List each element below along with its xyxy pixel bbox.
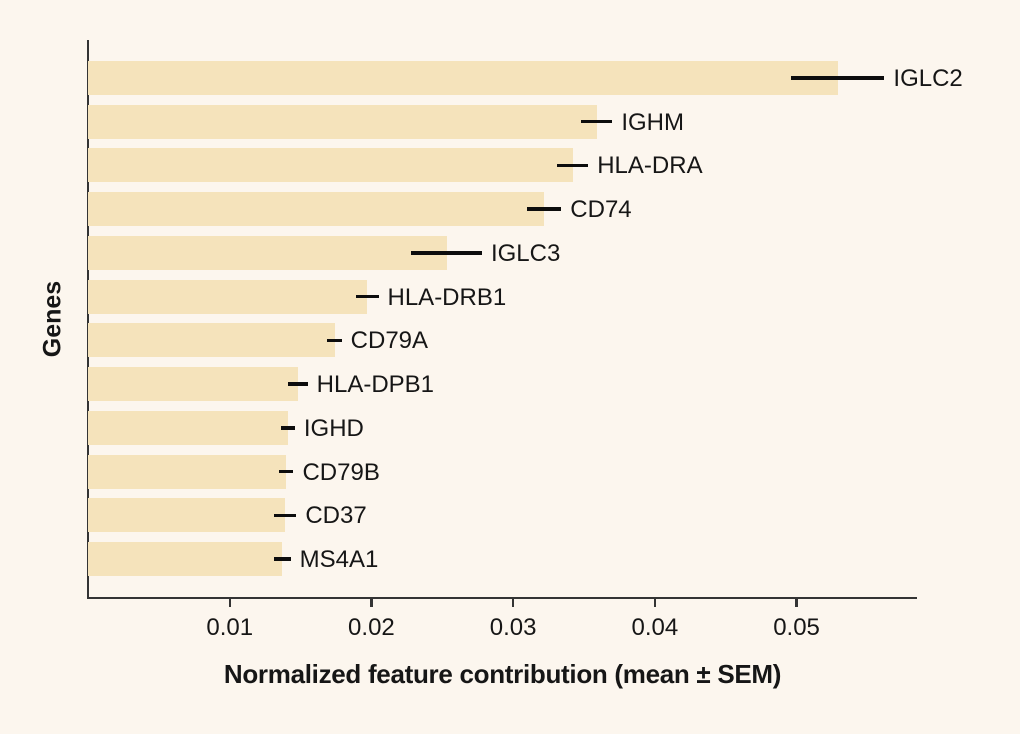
error-bar-hla-dpb1 [287,382,308,386]
gene-label-ms4a1: MS4A1 [299,546,379,573]
error-bar-iglc3 [411,251,482,255]
error-bar-ighm [581,120,613,124]
x-tick-label: 0.02 [348,614,395,641]
x-tick-label: 0.01 [206,614,254,641]
gene-label-hla-dpb1: HLA-DPB1 [316,371,435,399]
gene-label-cd79a: CD79A [350,327,429,355]
y-axis-line [86,40,90,600]
x-axis-title: Normalized feature contribution (mean ± … [223,659,782,689]
x-axis-line [86,596,917,600]
gene-label-ighd: IGHD [303,414,364,442]
x-tick-mark [512,599,515,608]
y-axis-title: Genes [38,280,67,358]
bar-cd79b [88,454,287,489]
x-tick-mark [653,599,656,608]
x-tick-label: 0.05 [773,614,820,641]
error-bar-hla-drb1 [355,294,379,299]
bar-iglc3 [88,235,447,270]
x-tick-mark [370,599,373,608]
bar-iglc2 [88,61,838,95]
gene-label-iglc2: IGLC2 [893,65,963,92]
bar-ms4a1 [88,542,283,576]
gene-label-iglc3: IGLC3 [490,239,561,267]
error-bar-ms4a1 [273,557,291,561]
x-tick-label: 0.03 [489,614,537,641]
gene-label-hla-dra: HLA-DRA [597,152,703,180]
gene-label-ighm: IGHM [621,108,684,136]
error-bar-hla-dra [557,163,589,168]
x-tick-mark [228,599,231,608]
error-bar-cd37 [273,513,297,517]
bar-cd74 [88,192,545,227]
bar-hla-dpb1 [88,367,298,402]
gene-label-hla-drb1: HLA-DRB1 [387,283,507,311]
gene-label-cd79b: CD79B [302,458,380,486]
bar-ighm [88,104,597,139]
gene-label-cd37: CD37 [305,502,367,530]
bar-ighd [88,410,288,445]
bar-cd79a [88,323,335,358]
error-bar-ighd [280,426,295,430]
error-bar-cd79b [279,469,294,474]
bar-hla-dra [88,148,573,183]
bar-cd37 [88,498,285,533]
error-bar-cd79a [327,338,342,343]
x-tick-mark [795,599,798,608]
bar-hla-drb1 [88,279,368,314]
error-bar-iglc2 [790,76,885,80]
error-bar-cd74 [527,207,562,211]
x-tick-label: 0.04 [631,614,679,641]
gene-label-cd74: CD74 [570,196,632,224]
